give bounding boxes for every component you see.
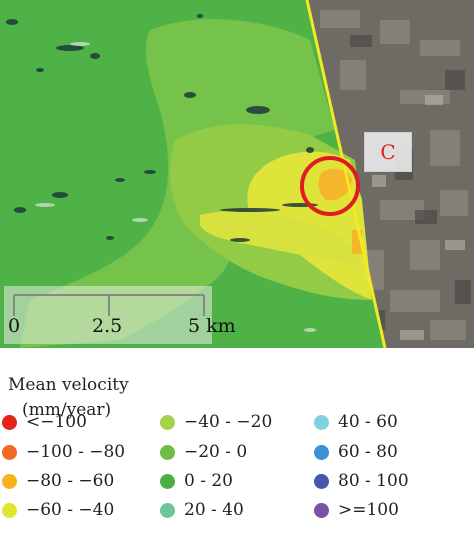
legend-swatch xyxy=(160,473,175,489)
legend-label: −80 - −60 xyxy=(26,471,115,491)
legend-item: 60 - 80 xyxy=(314,439,398,465)
legend-label: >=100 xyxy=(338,500,399,520)
legend-label: 60 - 80 xyxy=(338,442,398,462)
legend-item: −100 - −80 xyxy=(2,439,125,465)
scale-bar-background xyxy=(4,286,212,344)
legend-label: 20 - 40 xyxy=(184,500,244,520)
site-label-c: C xyxy=(364,132,412,172)
legend-item: −80 - −60 xyxy=(2,468,114,494)
legend-swatch xyxy=(160,444,175,460)
velocity-zone-orange-edge xyxy=(352,230,362,254)
legend-swatch xyxy=(314,414,329,430)
legend-swatch xyxy=(160,502,175,518)
velocity-map xyxy=(0,0,474,348)
legend-label: 80 - 100 xyxy=(338,471,409,491)
scale-label-mid: 2.5 xyxy=(92,315,123,337)
light-speckle xyxy=(35,42,316,332)
velocity-zone-yellow-tail xyxy=(200,210,362,265)
legend-item: −60 - −40 xyxy=(2,497,114,523)
legend-label: −100 - −80 xyxy=(26,442,126,462)
urban-light-patches xyxy=(372,95,465,340)
scale-label-start: 0 xyxy=(8,315,21,337)
legend-item: 80 - 100 xyxy=(314,468,409,494)
legend-item: 0 - 20 xyxy=(160,468,233,494)
legend-item: 20 - 40 xyxy=(160,497,244,523)
study-area-boundary xyxy=(305,0,387,348)
legend-swatch xyxy=(160,414,175,430)
site-c-circle xyxy=(300,156,360,216)
legend-swatch xyxy=(2,444,17,460)
velocity-zone-orange xyxy=(318,168,352,201)
legend-label: <−100 xyxy=(26,412,87,432)
noise-speckle xyxy=(6,14,318,242)
legend-unit: (mm/year) xyxy=(22,400,112,420)
legend-swatch xyxy=(2,502,17,518)
legend-title: Mean velocity xyxy=(8,375,129,395)
legend-item: −40 - −20 xyxy=(160,409,272,435)
legend-label: −40 - −20 xyxy=(184,412,273,432)
legend-label: −60 - −40 xyxy=(26,500,115,520)
legend-swatch xyxy=(2,414,17,430)
legend-item: <−100 xyxy=(2,409,87,435)
legend-item: 40 - 60 xyxy=(314,409,398,435)
scale-label-end: 5 km xyxy=(188,315,236,337)
legend-label: 0 - 20 xyxy=(184,471,233,491)
legend-swatch xyxy=(2,473,17,489)
legend-label: 40 - 60 xyxy=(338,412,398,432)
legend-item: −20 - 0 xyxy=(160,439,247,465)
legend-swatch xyxy=(314,473,329,489)
legend-swatch xyxy=(314,444,329,460)
legend-item: >=100 xyxy=(314,497,399,523)
legend-label: −20 - 0 xyxy=(184,442,248,462)
legend-swatch xyxy=(314,502,329,518)
